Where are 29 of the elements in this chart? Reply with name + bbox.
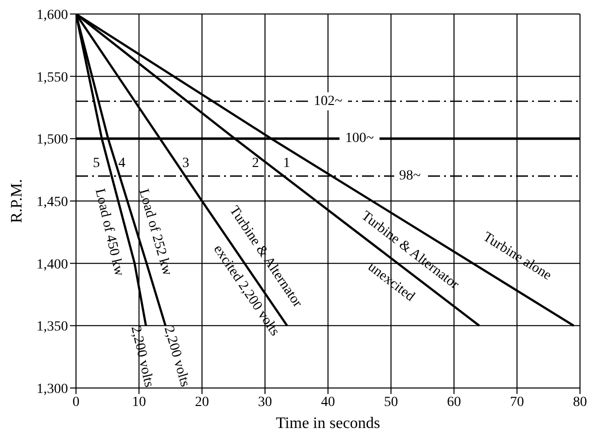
x-tick-label: 50 <box>384 394 398 410</box>
annotation: 5 <box>92 156 100 172</box>
y-tick-label: 1,500 <box>36 132 68 148</box>
annotation: Load of 252 kw <box>136 188 175 278</box>
x-tick-label: 10 <box>132 394 146 410</box>
annotation: 2,200 volts <box>160 324 192 389</box>
x-tick-label: 40 <box>321 394 335 410</box>
annotation: 100~ <box>345 131 374 146</box>
annotation: 3 <box>182 156 190 172</box>
x-tick-label: 0 <box>72 394 80 410</box>
y-tick-label: 1,550 <box>36 70 68 86</box>
y-tick-label: 1,400 <box>36 257 68 272</box>
y-tick-label: 1,600 <box>36 8 68 23</box>
y-tick-label: 1,450 <box>36 194 68 210</box>
x-tick-label: 70 <box>510 394 524 410</box>
y-tick-label: 1,350 <box>36 320 68 335</box>
x-axis-title: Time in seconds <box>276 415 380 432</box>
x-tick-label: 20 <box>195 394 209 410</box>
annotation: 2 <box>252 156 260 172</box>
annotation: 4 <box>118 156 126 172</box>
annotation: Load of 450 kw <box>92 187 127 278</box>
x-tick-label: 80 <box>573 394 587 410</box>
annotation: 102~ <box>314 94 343 109</box>
x-tick-label: 30 <box>258 394 272 410</box>
x-tick-label: 60 <box>447 394 461 410</box>
y-axis-title: R.P.M. <box>8 178 26 224</box>
annotation: 98~ <box>399 168 422 184</box>
y-tick-label: 1,300 <box>36 382 68 397</box>
annotation: 1 <box>283 156 290 172</box>
